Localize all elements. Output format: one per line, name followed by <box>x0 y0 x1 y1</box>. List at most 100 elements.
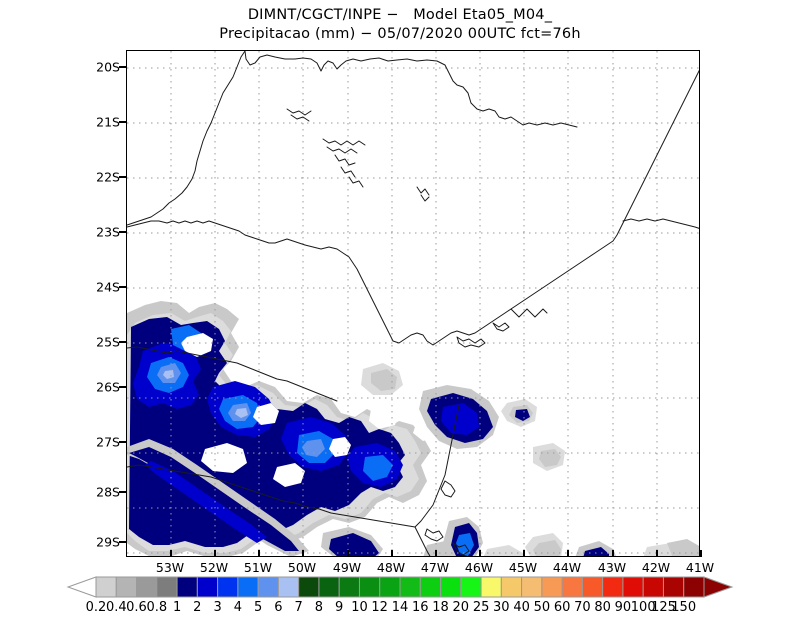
colorbar-swatch <box>683 576 705 598</box>
colorbar-canvas <box>66 576 734 598</box>
ytick-label-25S: 25S <box>96 334 120 350</box>
colorbar-tick-label: 90 <box>614 600 632 615</box>
xtick-mark <box>523 550 525 557</box>
colorbar-swatch <box>480 576 502 598</box>
colorbar-tick-label: 40 <box>513 600 530 615</box>
xtick-mark <box>302 550 304 557</box>
xtick-mark <box>612 550 614 557</box>
xtick-label-51W: 51W <box>243 560 273 575</box>
colorbar-swatch <box>217 576 239 598</box>
precipitation-shading <box>127 301 699 556</box>
colorbar-swatch <box>541 576 563 598</box>
colorbar-tick-label: 25 <box>472 600 490 615</box>
xtick-mark <box>391 550 393 557</box>
colorbar-tick-label: 30 <box>493 600 510 615</box>
colorbar-over-arrow <box>703 576 734 598</box>
xtick-mark <box>435 550 437 557</box>
colorbar-swatch <box>622 576 644 598</box>
colorbar-swatch <box>521 576 543 598</box>
xtick-label-48W: 48W <box>376 560 406 575</box>
colorbar-tick-label: 0.6 <box>126 600 147 615</box>
colorbar-tick-label: 0.4 <box>105 600 127 615</box>
ytick-label-28S: 28S <box>96 484 120 500</box>
colorbar-swatch <box>561 576 583 598</box>
xtick-mark <box>567 550 569 557</box>
xtick-label-43W: 43W <box>597 560 627 575</box>
colorbar-swatch <box>419 576 442 598</box>
xtick-label-53W: 53W <box>155 560 185 575</box>
colorbar-swatch <box>136 576 158 598</box>
xtick-label-41W: 41W <box>685 560 715 575</box>
xtick-mark <box>479 550 481 557</box>
ytick-mark <box>119 231 127 233</box>
colorbar-swatch <box>115 576 138 598</box>
xtick-label-47W: 47W <box>420 560 450 575</box>
colorbar-swatch <box>440 576 462 598</box>
colorbar-tick-label: 0.8 <box>146 600 168 615</box>
colorbar-swatch <box>156 576 178 598</box>
ytick-label-29S: 29S <box>96 534 120 550</box>
colorbar-swatch <box>662 576 685 598</box>
chart-title-line1: DIMNT/CGCT/INPE − Model Eta05_M04_ <box>247 7 553 23</box>
ytick-mark <box>119 121 127 123</box>
colorbar-tick-label: 100 <box>630 600 656 615</box>
ytick-mark <box>119 176 127 178</box>
xtick-label-46W: 46W <box>464 560 494 575</box>
xtick-mark <box>170 550 172 557</box>
colorbar-tick-label: 18 <box>432 600 449 615</box>
ytick-mark <box>119 286 127 288</box>
colorbar-swatch <box>460 576 482 598</box>
colorbar-swatch <box>379 576 401 598</box>
colorbar-tick-label: 50 <box>533 600 551 615</box>
colorbar-tick-label: 9 <box>335 600 344 615</box>
colorbar-tick-label: 6 <box>274 600 283 615</box>
colorbar-swatch <box>318 576 340 598</box>
colorbar-swatch <box>500 576 523 598</box>
colorbar-swatch <box>642 576 664 598</box>
precipitation-colorbar <box>66 576 734 598</box>
colorbar-tick-label: 10 <box>351 600 368 615</box>
ytick-label-24S: 24S <box>96 279 120 295</box>
map-plot-area <box>126 50 700 557</box>
colorbar-tick-label: 5 <box>253 600 263 615</box>
xtick-label-50W: 50W <box>287 560 317 575</box>
colorbar-tick-label: 12 <box>371 600 388 615</box>
colorbar-tick-label: 4 <box>233 600 243 615</box>
xtick-label-52W: 52W <box>199 560 229 575</box>
chart-title-line2: Precipitacao (mm) − 05/07/2020 00UTC fct… <box>219 26 581 42</box>
colorbar-swatch <box>298 576 320 598</box>
colorbar-tick-label: 3 <box>213 600 222 615</box>
ytick-label-23S: 23S <box>96 224 120 240</box>
ytick-mark <box>119 491 127 493</box>
colorbar-swatch <box>257 576 279 598</box>
colorbar-swatch <box>196 576 219 598</box>
ytick-label-26S: 26S <box>96 379 120 395</box>
xtick-label-45W: 45W <box>508 560 538 575</box>
ytick-label-27S: 27S <box>96 434 120 450</box>
latlon-gridlines <box>127 51 699 556</box>
xtick-mark <box>258 550 260 557</box>
state-borders-coastline <box>127 51 699 556</box>
ytick-mark <box>119 341 127 343</box>
xtick-mark <box>214 550 216 557</box>
xtick-mark <box>347 550 349 557</box>
xtick-mark <box>656 550 658 557</box>
colorbar-tick-label: 20 <box>452 600 470 615</box>
colorbar-tick-label: 14 <box>391 600 409 615</box>
colorbar-tick-label: 0.2 <box>85 600 107 615</box>
colorbar-tick-label: 8 <box>314 600 324 615</box>
ytick-mark <box>119 541 127 543</box>
colorbar-swatch <box>176 576 198 598</box>
colorbar-tick-label: 1 <box>172 600 182 615</box>
ytick-mark <box>119 386 127 388</box>
ytick-label-21S: 21S <box>96 114 120 130</box>
colorbar-swatch <box>95 576 117 598</box>
ytick-label-22S: 22S <box>96 169 120 185</box>
colorbar-tick-label: 80 <box>594 600 611 615</box>
colorbar-under-arrow <box>66 576 97 598</box>
ytick-label-20S: 20S <box>96 59 120 75</box>
xtick-label-42W: 42W <box>641 560 671 575</box>
colorbar-swatch <box>399 576 421 598</box>
colorbar-tick-label: 60 <box>553 600 571 615</box>
